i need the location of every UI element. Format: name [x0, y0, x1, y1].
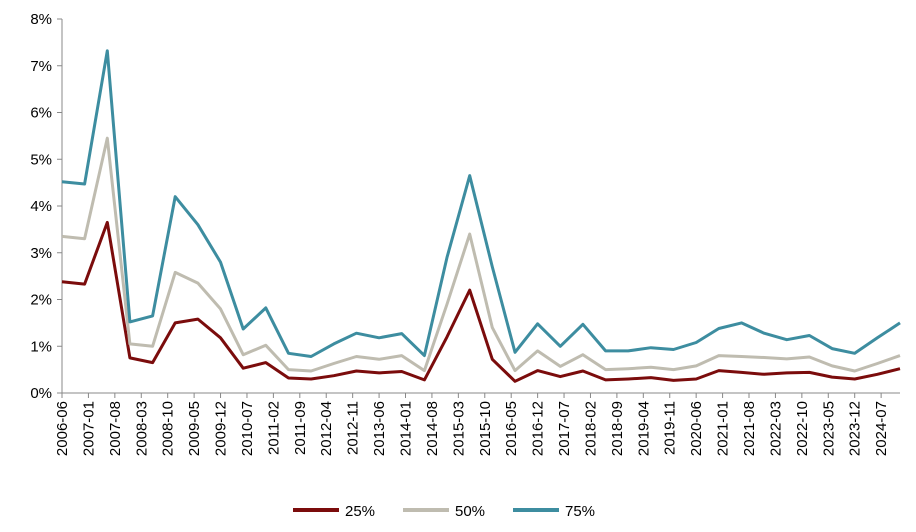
- x-tick-label: 2009-05: [186, 401, 203, 456]
- y-tick-label: 3%: [30, 245, 52, 262]
- x-tick-label: 2010-07: [239, 401, 256, 456]
- x-tick-label: 2019-11: [662, 401, 679, 455]
- x-tick-label: 2016-05: [503, 401, 520, 456]
- x-tick-label: 2007-08: [107, 401, 124, 456]
- x-tick-label: 2008-03: [133, 401, 150, 456]
- x-tick-label: 2020-06: [688, 401, 705, 456]
- x-tick-label: 2019-04: [635, 401, 652, 456]
- legend-label: 25%: [345, 503, 375, 520]
- legend-label: 50%: [455, 503, 485, 520]
- y-tick-label: 0%: [30, 385, 52, 402]
- x-tick-label: 2009-12: [213, 401, 230, 456]
- y-tick-label: 8%: [30, 11, 52, 28]
- x-tick-label: 2016-12: [530, 401, 547, 456]
- x-tick-label: 2011-09: [292, 401, 309, 455]
- x-tick-label: 2023-05: [820, 401, 837, 456]
- x-tick-label: 2008-10: [160, 401, 177, 456]
- y-tick-label: 1%: [30, 338, 52, 355]
- x-tick-label: 2021-01: [715, 401, 732, 456]
- x-tick-label: 2018-09: [609, 401, 626, 456]
- x-tick-label: 2022-03: [767, 401, 784, 456]
- x-tick-label: 2017-07: [556, 401, 573, 456]
- y-tick-label: 6%: [30, 105, 52, 122]
- x-tick-label: 2006-06: [54, 401, 71, 456]
- y-tick-label: 2%: [30, 292, 52, 309]
- x-tick-label: 2007-01: [80, 401, 97, 456]
- x-tick-label: 2013-06: [371, 401, 388, 456]
- x-tick-label: 2022-10: [794, 401, 811, 456]
- x-tick-label: 2015-03: [450, 401, 467, 456]
- x-tick-label: 2024-07: [873, 401, 890, 456]
- y-tick-label: 4%: [30, 198, 52, 215]
- x-tick-label: 2021-08: [741, 401, 758, 456]
- x-tick-label: 2018-02: [582, 401, 599, 456]
- x-tick-label: 2014-08: [424, 401, 441, 456]
- x-tick-label: 2012-11: [345, 401, 362, 455]
- y-tick-label: 7%: [30, 58, 52, 75]
- line-series: [61, 49, 901, 358]
- x-tick-label: 2011-02: [265, 401, 282, 455]
- x-tick-label: 2023-12: [847, 401, 864, 456]
- x-tick-label: 2015-10: [477, 401, 494, 456]
- line-series: [61, 220, 901, 383]
- line-series: [61, 136, 901, 373]
- y-tick-label: 5%: [30, 151, 52, 168]
- legend-label: 75%: [565, 503, 595, 520]
- x-tick-label: 2012-04: [318, 401, 335, 456]
- x-tick-label: 2014-01: [398, 401, 415, 456]
